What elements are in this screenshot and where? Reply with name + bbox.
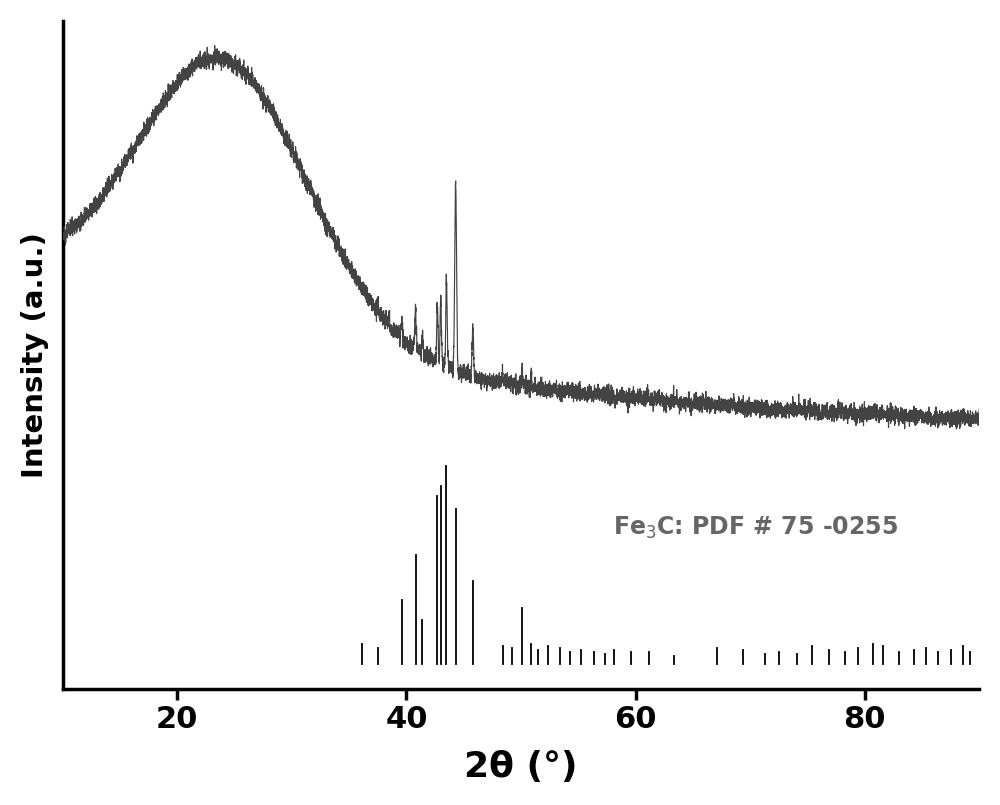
Y-axis label: Intensity (a.u.): Intensity (a.u.) bbox=[21, 232, 49, 477]
Text: Fe$_3$C: PDF # 75 -0255: Fe$_3$C: PDF # 75 -0255 bbox=[613, 514, 898, 541]
X-axis label: 2θ (°): 2θ (°) bbox=[464, 750, 578, 784]
